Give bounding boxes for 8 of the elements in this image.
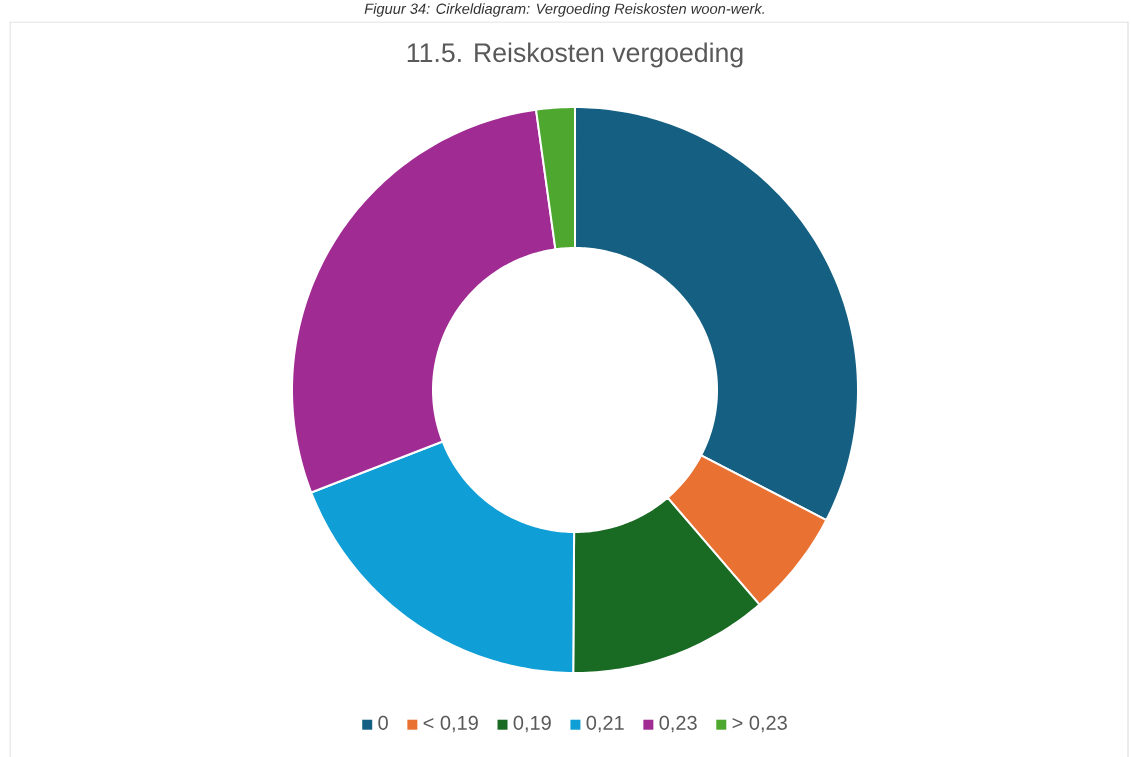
legend-label: < 0,19 xyxy=(423,715,478,733)
chart-title: 11.5. Reiskosten vergoeding xyxy=(407,42,743,68)
legend-label: 0,19 xyxy=(513,715,551,733)
legend-label: > 0,23 xyxy=(732,715,787,733)
text: Figuur 34: Cirkeldiagram: Vergoeding Reiskosten woon-werk. xyxy=(364,3,764,17)
legend-label: 0,23 xyxy=(659,715,697,733)
legend-label: 0 xyxy=(378,715,388,730)
legend-label: 0,21 xyxy=(586,715,624,733)
